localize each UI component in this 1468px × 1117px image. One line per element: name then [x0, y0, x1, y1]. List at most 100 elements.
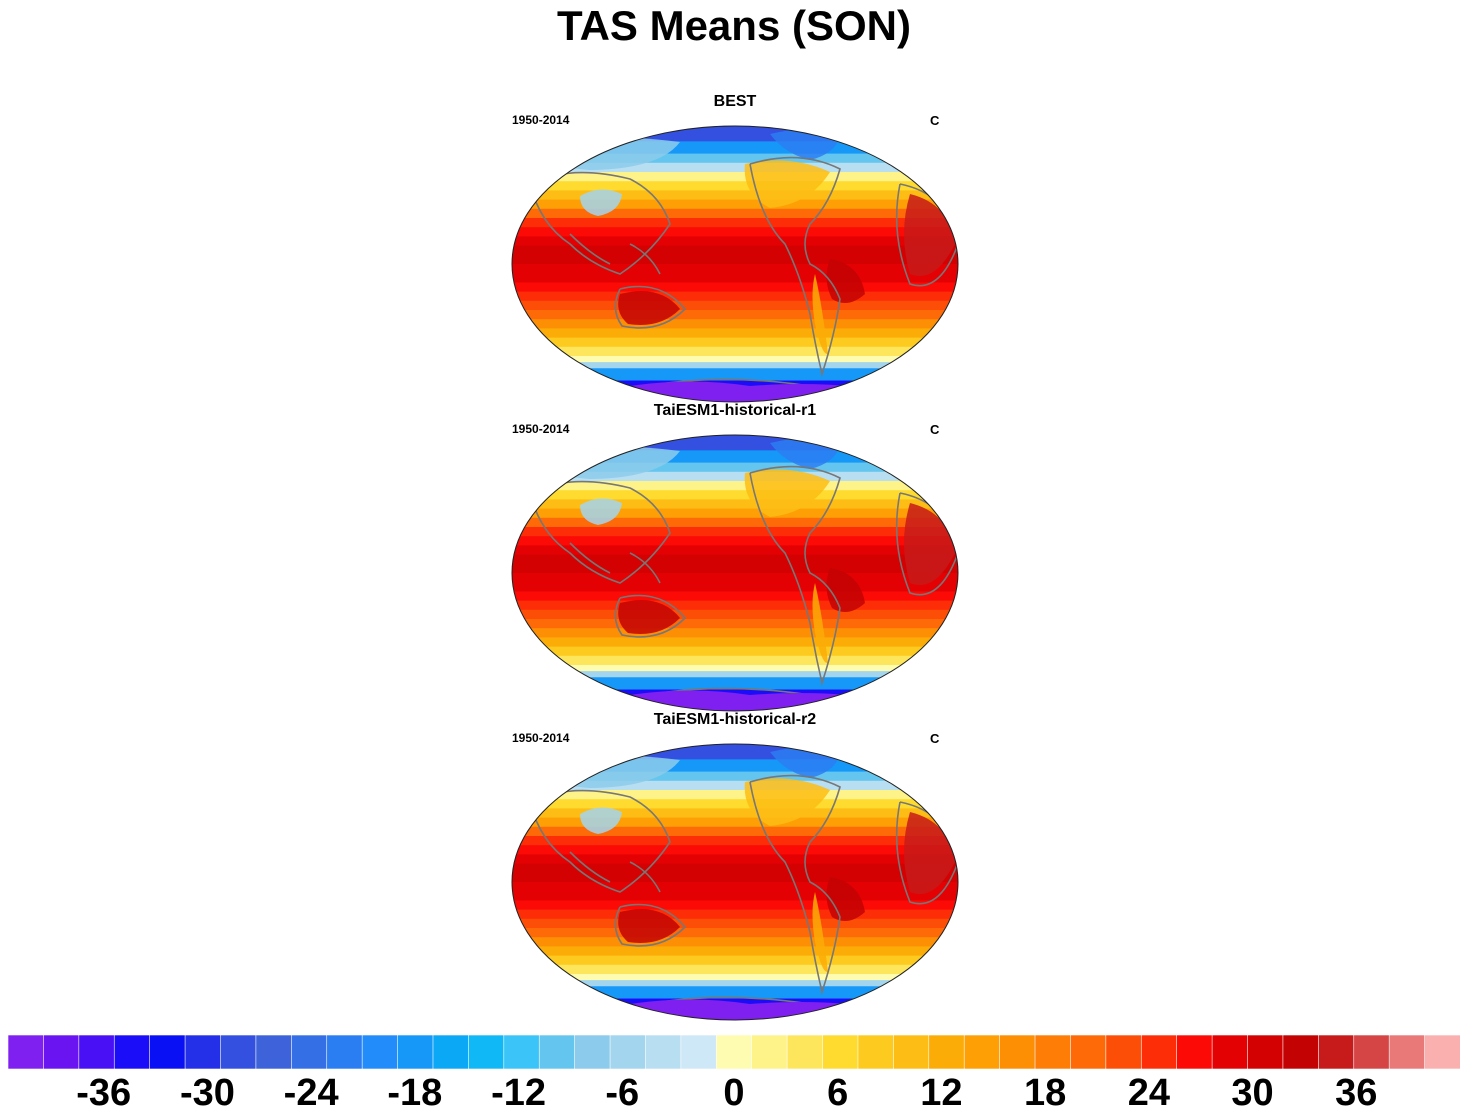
- map-panel-best: BEST 1950-2014 C: [510, 93, 960, 404]
- north-america-region: [744, 160, 830, 208]
- temperature-band: [512, 153, 958, 164]
- colorbar-swatch: [361, 1035, 399, 1069]
- temperature-band: [512, 245, 958, 256]
- colorbar-swatch: [645, 1035, 682, 1069]
- panel-period: 1950-2014: [512, 422, 570, 436]
- colorbar-swatch: [1105, 1035, 1142, 1069]
- temperature-band: [512, 273, 958, 283]
- temperature-band: [512, 310, 958, 320]
- panel-title: TaiESM1-historical-r2: [653, 711, 817, 728]
- colorbar-swatch: [1034, 1035, 1072, 1069]
- north-america-region: [744, 778, 830, 826]
- temperature-band: [512, 600, 958, 611]
- tibet-cold-region: [580, 189, 622, 216]
- colorbar-swatch: [1211, 1035, 1249, 1069]
- colorbar-swatch: [1353, 1035, 1390, 1069]
- temperature-band: [512, 471, 958, 482]
- temperature-band: [512, 854, 958, 865]
- temperature-band: [512, 490, 958, 500]
- temperature-band: [512, 545, 958, 556]
- antarctica-region: [590, 690, 890, 711]
- temperature-band: [512, 986, 958, 1000]
- temperature-band: [512, 863, 958, 874]
- tibet-cold-region: [580, 807, 622, 834]
- temperature-band: [512, 900, 958, 911]
- colorbar-swatch: [149, 1035, 186, 1069]
- temperature-band: [512, 337, 958, 348]
- temperature-band: [512, 609, 958, 620]
- colorbar-tick-label: 18: [1024, 1072, 1067, 1114]
- colorbar-tick-label: 0: [723, 1072, 745, 1114]
- coastline: [749, 774, 841, 995]
- colorbar-swatch: [786, 1035, 824, 1069]
- coastline: [569, 233, 661, 275]
- colorbar-swatch: [715, 1035, 753, 1069]
- colorbar-swatch: [78, 1035, 115, 1069]
- map-border: [511, 434, 959, 712]
- africa-hot-region: [904, 503, 955, 585]
- colorbar-swatch: [184, 1035, 222, 1069]
- colorbar-swatch: [291, 1035, 328, 1069]
- temperature-band: [512, 573, 958, 583]
- temperature-band: [512, 637, 958, 648]
- coastline: [529, 789, 671, 893]
- colorbar-swatch: [503, 1035, 540, 1069]
- temperature-band: [512, 319, 958, 329]
- colorbar-swatch: [1247, 1035, 1284, 1069]
- coastline: [614, 903, 687, 947]
- temperature-band: [512, 882, 958, 892]
- temperature-band: [512, 264, 958, 274]
- temperature-band: [512, 236, 958, 247]
- temperature-band: [512, 162, 958, 173]
- colorbar-swatch: [857, 1035, 894, 1069]
- colorbar-swatch: [113, 1035, 151, 1069]
- coastline: [749, 156, 841, 377]
- temperature-band: [512, 826, 958, 837]
- australia-hot-region: [618, 291, 680, 325]
- andes-region: [812, 583, 828, 664]
- temperature-band: [512, 362, 958, 369]
- north-america-region: [744, 469, 830, 517]
- temperature-band: [512, 591, 958, 602]
- temperature-band: [512, 836, 958, 846]
- temperature-band: [512, 964, 958, 975]
- temperature-band: [512, 328, 958, 339]
- australia-hot-region: [618, 909, 680, 943]
- temperature-band: [512, 368, 958, 382]
- colorbar: [8, 1035, 1460, 1069]
- temperature-band: [512, 300, 958, 311]
- colorbar-swatch: [1318, 1035, 1355, 1069]
- temperature-band: [512, 817, 958, 828]
- temperature-band: [512, 181, 958, 191]
- temperature-band: [512, 780, 958, 791]
- colorbar-swatch: [43, 1035, 80, 1069]
- temperature-band: [512, 771, 958, 782]
- map-panel-r2: TaiESM1-historical-r2 1950-2014 C: [510, 711, 960, 1022]
- temperature-band: [512, 517, 958, 528]
- colorbar-swatch: [1140, 1035, 1178, 1069]
- colorbar-tick-label: -30: [179, 1072, 235, 1114]
- australia-hot-region: [618, 600, 680, 634]
- temperature-band: [512, 462, 958, 473]
- tibet-cold-region: [580, 498, 622, 525]
- panel-units: C: [930, 422, 940, 437]
- colorbar-swatch: [538, 1035, 576, 1069]
- colorbar-tick-labels: -36 -30 -24 -18 -12 -6 0 6 12 18 24 30 36: [0, 1072, 1468, 1117]
- colorbar-swatch: [326, 1035, 363, 1069]
- colorbar-swatch: [574, 1035, 611, 1069]
- temperature-band: [512, 619, 958, 629]
- colorbar-swatch: [751, 1035, 788, 1069]
- temperature-band: [512, 744, 958, 760]
- coastline: [529, 480, 671, 584]
- colorbar-tick-label: -12: [491, 1072, 547, 1114]
- colorbar-swatch: [822, 1035, 859, 1069]
- temperature-band: [512, 450, 958, 464]
- temperature-band: [512, 141, 958, 155]
- temperature-band: [512, 254, 958, 265]
- colorbar-swatch: [397, 1035, 434, 1069]
- colorbar-tick-label: 6: [827, 1072, 849, 1114]
- colorbar-tick-label: -6: [605, 1072, 640, 1114]
- colorbar-swatch: [963, 1035, 1001, 1069]
- temperature-band: [512, 218, 958, 228]
- temperature-band: [512, 126, 958, 142]
